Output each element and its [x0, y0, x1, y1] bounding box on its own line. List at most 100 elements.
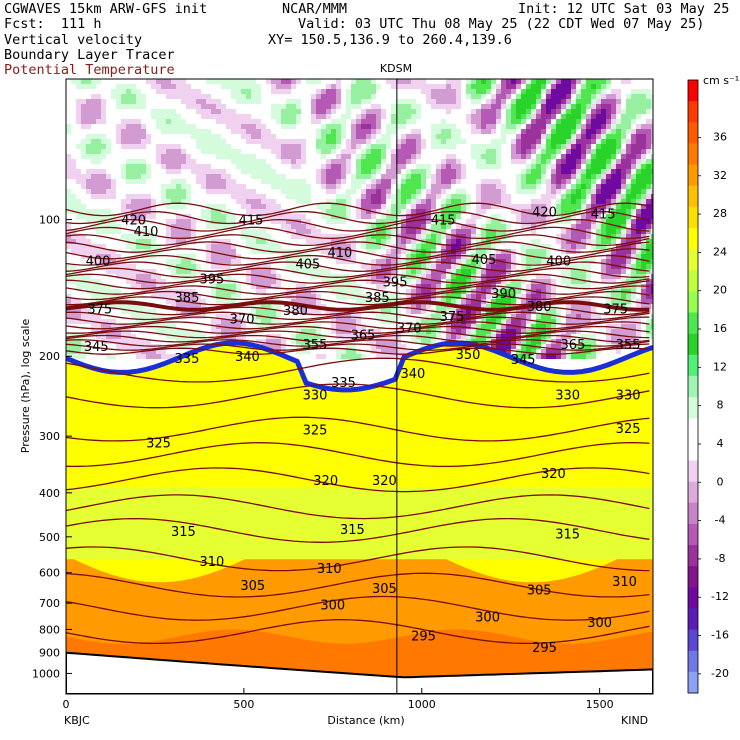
field-cell [541, 324, 546, 329]
field-cell [141, 139, 146, 144]
field-cell [271, 184, 276, 189]
field-cell [381, 114, 386, 119]
field-cell [516, 114, 521, 119]
theta-label: 330 [616, 389, 641, 404]
field-cell [131, 304, 136, 309]
field-cell [321, 149, 326, 154]
field-cell [591, 129, 596, 134]
field-cell [581, 334, 586, 339]
field-cell [431, 239, 436, 244]
field-cell [611, 264, 616, 269]
field-cell [361, 159, 366, 164]
field-cell [276, 244, 281, 249]
field-cell [616, 104, 621, 109]
field-cell [486, 229, 491, 234]
field-cell [391, 304, 396, 309]
field-cell [466, 114, 471, 119]
field-cell [361, 99, 366, 104]
field-cell [621, 259, 626, 264]
field-cell [446, 199, 451, 204]
field-cell [511, 154, 516, 159]
field-cell [106, 324, 111, 329]
field-cell [266, 309, 271, 314]
field-cell [266, 274, 271, 279]
field-cell [541, 309, 546, 314]
field-cell [511, 109, 516, 114]
field-cell [536, 339, 541, 344]
theta-label: 375 [440, 310, 465, 325]
field-cell [151, 239, 156, 244]
field-cell [336, 274, 341, 279]
field-cell [341, 119, 346, 124]
field-cell [131, 169, 136, 174]
field-cell [576, 144, 581, 149]
field-cell [641, 109, 646, 114]
field-cell [321, 334, 326, 339]
field-cell [316, 234, 321, 239]
field-cell [531, 204, 536, 209]
field-cell [481, 314, 486, 319]
field-cell [336, 314, 341, 319]
field-cell [126, 339, 131, 344]
field-cell [576, 194, 581, 199]
field-cell [416, 129, 421, 134]
field-cell [256, 194, 261, 199]
field-cell [496, 194, 501, 199]
field-cell [451, 179, 456, 184]
field-cell [581, 284, 586, 289]
field-cell [646, 169, 651, 174]
field-cell [616, 199, 621, 204]
field-cell [261, 124, 266, 129]
field-cell [166, 154, 171, 159]
field-cell [251, 154, 256, 159]
field-cell [386, 194, 391, 199]
field-cell [216, 104, 221, 109]
field-cell [86, 249, 91, 254]
field-cell [146, 279, 151, 284]
field-cell [336, 184, 341, 189]
field-cell [566, 219, 571, 224]
field-cell [571, 344, 576, 349]
field-cell [446, 269, 451, 274]
field-cell [561, 139, 566, 144]
field-cell [186, 99, 191, 104]
field-cell [571, 89, 576, 94]
field-cell [426, 314, 431, 319]
field-cell [486, 114, 491, 119]
field-cell [556, 204, 561, 209]
field-cell [261, 139, 266, 144]
field-cell [536, 279, 541, 284]
field-cell [326, 124, 331, 129]
field-cell [476, 199, 481, 204]
field-cell [646, 144, 651, 149]
field-cell [511, 289, 516, 294]
field-cell [486, 334, 491, 339]
field-cell [336, 209, 341, 214]
field-cell [516, 279, 521, 284]
field-cell [451, 254, 456, 259]
field-potential-temperature: Potential Temperature [4, 62, 175, 78]
field-cell [246, 89, 251, 94]
field-cell [436, 319, 441, 324]
field-cell [76, 299, 81, 304]
field-cell [136, 89, 141, 94]
field-cell [81, 309, 86, 314]
field-cell [536, 114, 541, 119]
field-cell [356, 289, 361, 294]
field-cell [526, 319, 531, 324]
field-cell [451, 99, 456, 104]
field-cell [566, 239, 571, 244]
field-cell [591, 79, 596, 84]
field-cell [376, 274, 381, 279]
field-cell [521, 294, 526, 299]
field-cell [506, 194, 511, 199]
field-cell [226, 244, 231, 249]
field-cell [351, 184, 356, 189]
field-cell [181, 199, 186, 204]
field-cell [176, 244, 181, 249]
field-cell [366, 114, 371, 119]
field-cell [586, 274, 591, 279]
field-cell [396, 239, 401, 244]
field-cell [646, 94, 651, 99]
field-cell [66, 154, 71, 159]
